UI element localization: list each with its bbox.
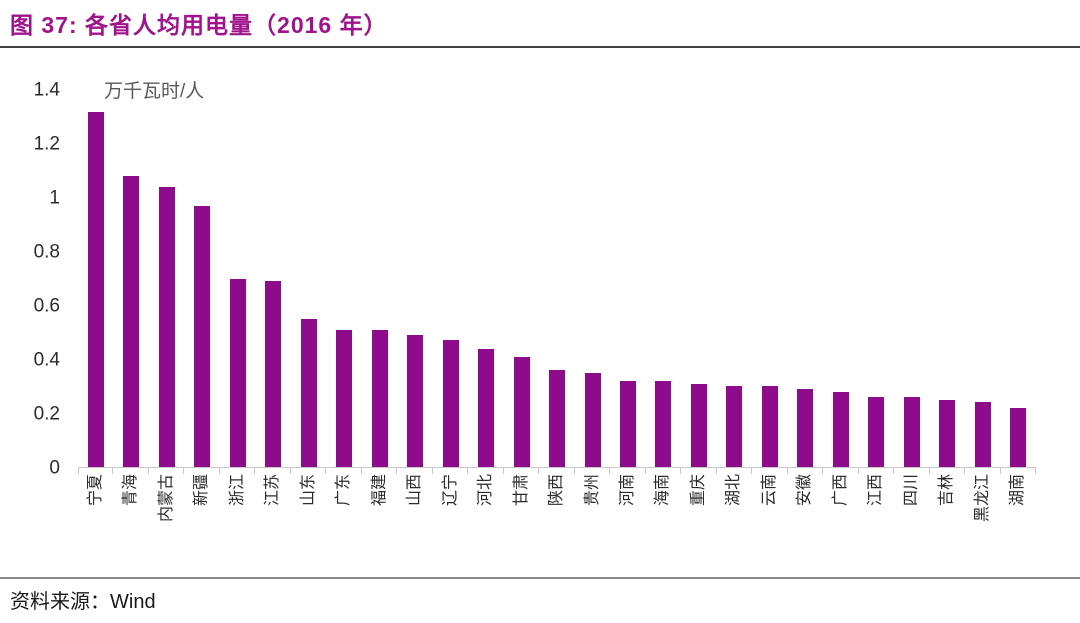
x-axis-label: 辽宁 — [441, 474, 459, 507]
x-axis-label: 安徽 — [796, 474, 814, 507]
x-axis-label: 云南 — [760, 474, 778, 507]
y-axis-labels: 0 0.2 0.4 0.6 0.8 1 1.2 1.4 — [0, 81, 60, 478]
y-axis-tick-label: 1 — [49, 187, 60, 209]
y-axis-tick-label: 0.6 — [33, 295, 60, 317]
bar-湖北 — [726, 386, 743, 467]
source-prefix-label: 资料来源： — [10, 589, 110, 613]
x-axis-label: 江西 — [867, 474, 885, 507]
bar-slot: 江苏 — [255, 90, 292, 506]
plot-area: 宁夏 青海 内蒙古 新疆 浙江 江苏 山东 广东 福建 山西 辽宁 河北 甘肃 陕西 贵州 河南 海南 重庆 湖北云… — [78, 90, 1037, 522]
bar-slot: 内蒙古 — [149, 90, 185, 522]
x-axis-label: 内蒙古 — [157, 474, 175, 523]
bar-slot: 山西 — [397, 90, 434, 506]
chart-bottom-divider — [0, 577, 1080, 579]
bar-内蒙古 — [158, 186, 175, 467]
bar-slot: 四川 — [894, 90, 931, 506]
y-axis-unit-label: 万千瓦时/人 — [104, 81, 205, 102]
x-axis-label: 海南 — [654, 474, 672, 507]
x-axis-label: 四川 — [902, 474, 920, 507]
bar-海南 — [655, 380, 672, 467]
bar-slot: 浙江 — [220, 90, 256, 506]
bar-重庆 — [690, 383, 707, 467]
bar-slot: 安徽 — [788, 90, 824, 506]
bar-青海 — [123, 176, 140, 467]
bar-slot: 宁夏 — [78, 90, 114, 506]
bar-新疆 — [194, 205, 211, 467]
y-axis-tick-label: 0.8 — [33, 241, 60, 263]
x-axis-label: 吉林 — [938, 474, 956, 507]
bar-slot: 海南 — [646, 90, 682, 506]
bar-slot: 福建 — [362, 90, 398, 506]
y-axis-tick-label: 1.4 — [33, 79, 60, 101]
x-axis-label: 贵州 — [583, 474, 601, 507]
x-axis-label: 河南 — [619, 474, 637, 507]
bar-陕西 — [549, 370, 566, 467]
x-axis-label: 甘肃 — [512, 474, 530, 507]
bar-黑龙江 — [974, 402, 991, 467]
x-axis-label: 山西 — [406, 474, 424, 507]
x-axis-label: 宁夏 — [86, 474, 104, 507]
bar-slot: 广东 — [326, 90, 363, 506]
bar-slot: 吉林 — [930, 90, 966, 506]
bar-slot: 广西 — [823, 90, 860, 506]
bar-宁夏 — [87, 111, 104, 467]
bar-浙江 — [229, 278, 246, 467]
bar-slot: 陕西 — [539, 90, 576, 506]
x-axis-label: 重庆 — [689, 474, 707, 507]
bar-四川 — [903, 397, 920, 467]
bar-吉林 — [939, 399, 956, 467]
bar-slot: 山东 — [291, 90, 327, 506]
bar-slot: 甘肃 — [504, 90, 540, 506]
bar-slot: 新疆 — [184, 90, 221, 506]
bar-甘肃 — [513, 356, 530, 467]
y-axis-tick-label: 0.2 — [33, 403, 60, 425]
source-name-label: Wind — [110, 591, 156, 613]
source-line: 资料来源：Wind — [10, 585, 156, 614]
x-axis-label: 湖北 — [725, 474, 743, 507]
x-axis-label: 陕西 — [548, 474, 566, 507]
bar-江苏 — [265, 281, 282, 467]
bar-slot: 云南 — [752, 90, 789, 506]
figure-title: 图 37: 各省人均用电量（2016 年） — [10, 12, 388, 38]
bar-slot: 重庆 — [681, 90, 718, 506]
bar-slot: 黑龙江 — [965, 90, 1002, 522]
x-axis-label: 河北 — [477, 474, 495, 507]
bar-山东 — [300, 318, 317, 467]
x-axis-label: 广东 — [335, 474, 353, 507]
bar-广西 — [832, 391, 849, 467]
x-axis-label: 福建 — [370, 474, 388, 507]
bar-安徽 — [797, 388, 814, 467]
bar-slot: 辽宁 — [433, 90, 469, 506]
x-axis-label: 新疆 — [193, 474, 211, 507]
bar-云南 — [761, 386, 778, 467]
x-axis-label: 湖南 — [1009, 474, 1027, 507]
bar-福建 — [371, 329, 388, 467]
x-axis-label: 浙江 — [228, 474, 246, 507]
x-axis-label: 广西 — [831, 474, 849, 507]
bar-slot: 湖北 — [717, 90, 753, 506]
y-axis-tick-label: 1.2 — [33, 133, 60, 155]
bar-slot: 湖南 — [1001, 90, 1037, 506]
x-axis-label: 青海 — [122, 474, 140, 507]
y-axis-tick-label: 0.4 — [33, 349, 60, 371]
x-axis-label: 黑龙江 — [973, 474, 991, 523]
y-axis-tick-label: 0 — [49, 457, 60, 479]
x-axis-label: 江苏 — [264, 474, 282, 507]
bar-河北 — [478, 348, 495, 467]
bar-河南 — [620, 380, 636, 467]
title-divider — [0, 46, 1080, 48]
bar-广东 — [336, 329, 353, 467]
bar-slot: 河南 — [610, 90, 647, 506]
bar-贵州 — [584, 372, 601, 467]
bar-slot: 河北 — [468, 90, 505, 506]
bar-湖南 — [1010, 407, 1027, 467]
bar-slot: 青海 — [113, 90, 150, 506]
bar-slot: 贵州 — [575, 90, 611, 506]
bar-slot: 江西 — [859, 90, 895, 506]
bar-江西 — [868, 397, 885, 467]
bar-山西 — [407, 335, 424, 467]
bar-辽宁 — [442, 340, 459, 467]
x-axis-label: 山东 — [299, 474, 317, 507]
